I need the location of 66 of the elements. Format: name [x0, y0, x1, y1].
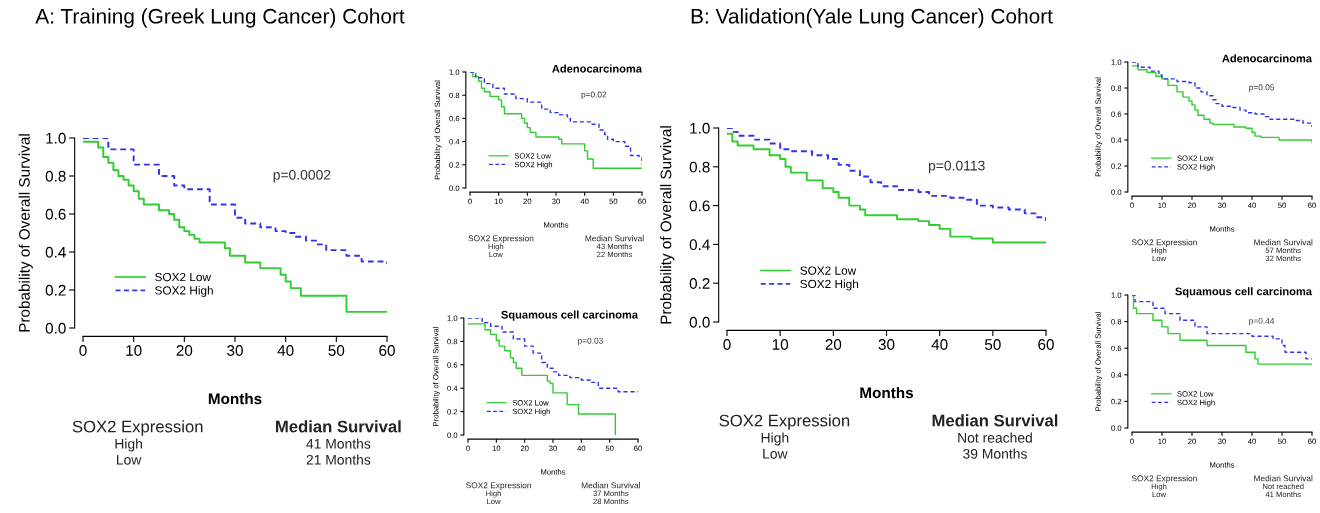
chart-title: Adenocarcinoma	[1222, 54, 1313, 63]
x-tick-label: 0	[79, 345, 87, 356]
text: SOX2 Expression	[719, 414, 850, 430]
text: Median Survival	[1254, 475, 1313, 482]
x-tick-label: 40	[277, 345, 294, 356]
text: 21 Months	[306, 454, 371, 465]
text: Median Survival	[1254, 239, 1313, 246]
text: SOX2 Expression	[72, 420, 203, 436]
chart-title: Squamous cell carcinoma	[501, 310, 639, 321]
x-tick-label: 10	[772, 339, 789, 350]
text: SOX2 Expression	[1131, 239, 1197, 247]
text: Median Survival	[585, 235, 644, 242]
annotation: p=0.44	[1249, 317, 1275, 326]
x-tick-label: 30	[227, 345, 243, 356]
y-axis-title: Probability of Overall Survival	[660, 126, 675, 324]
x-tick-label: 60	[379, 345, 395, 356]
annotation: p=0.02	[581, 91, 607, 100]
annotation: p=0.03	[578, 337, 603, 346]
legend-label: SOX2 High	[800, 279, 859, 291]
chart-title: Adenocarcinoma	[552, 64, 643, 73]
text: SOX2 Expression	[468, 235, 534, 243]
y-tick-label: 1.0	[690, 122, 710, 134]
text: Median Survival	[932, 414, 1058, 427]
legend-label: SOX2 Low	[800, 266, 857, 275]
y-tick-label: 0.6	[689, 200, 710, 212]
text: High	[761, 432, 789, 446]
text: High	[115, 438, 142, 452]
text: 39 Months	[963, 448, 1027, 459]
text: Not reached	[958, 432, 1032, 443]
y-tick-label: 0.8	[689, 161, 710, 173]
y-tick-label: 0.4	[45, 246, 66, 258]
text: Low	[117, 455, 142, 465]
x-tick-label: 40	[931, 339, 948, 350]
x-axis-title: Months	[860, 387, 914, 399]
text: Median Survival	[581, 482, 640, 489]
legend-label: SOX2 Low	[155, 272, 212, 282]
x-tick-label: 10	[126, 345, 142, 356]
y-tick-label: 1.0	[46, 132, 66, 144]
x-tick-label: 50	[328, 345, 345, 356]
annotation: p=0.0113	[928, 160, 985, 174]
x-tick-label: 60	[1038, 339, 1054, 350]
y-tick-label: 0.2	[45, 284, 66, 296]
text: 41 Months	[306, 438, 371, 449]
x-tick-label: 20	[825, 339, 842, 350]
annotation: p=0.0002	[273, 169, 331, 183]
text: SOX2 Expression	[1131, 475, 1197, 483]
y-tick-label: 0.0	[45, 322, 66, 334]
y-tick-label: 0.4	[689, 239, 710, 251]
x-tick-label: 50	[984, 339, 1001, 350]
legend-label: SOX2 High	[155, 285, 213, 297]
y-tick-label: 0.0	[689, 316, 710, 328]
x-axis-title: Months	[208, 393, 262, 405]
chart-title: A: Training (Greek Lung Cancer) Cohort	[35, 8, 405, 28]
chart-title: B: Validation(Yale Lung Cancer) Cohort	[691, 8, 1053, 28]
x-tick-label: 0	[723, 339, 731, 350]
text: SOX2 Expression	[466, 482, 531, 490]
y-tick-label: 0.2	[689, 278, 710, 289]
y-axis-title: Probability of Overall Survival	[18, 134, 33, 332]
chart-title: Squamous cell carcinoma	[1175, 287, 1313, 298]
y-tick-label: 0.6	[45, 208, 66, 220]
text: Median Survival	[276, 420, 401, 433]
y-tick-label: 0.8	[45, 170, 66, 182]
annotation: p=0.05	[1249, 84, 1275, 92]
x-tick-label: 20	[176, 345, 193, 356]
x-tick-label: 30	[878, 339, 895, 350]
text: Low	[763, 449, 788, 459]
